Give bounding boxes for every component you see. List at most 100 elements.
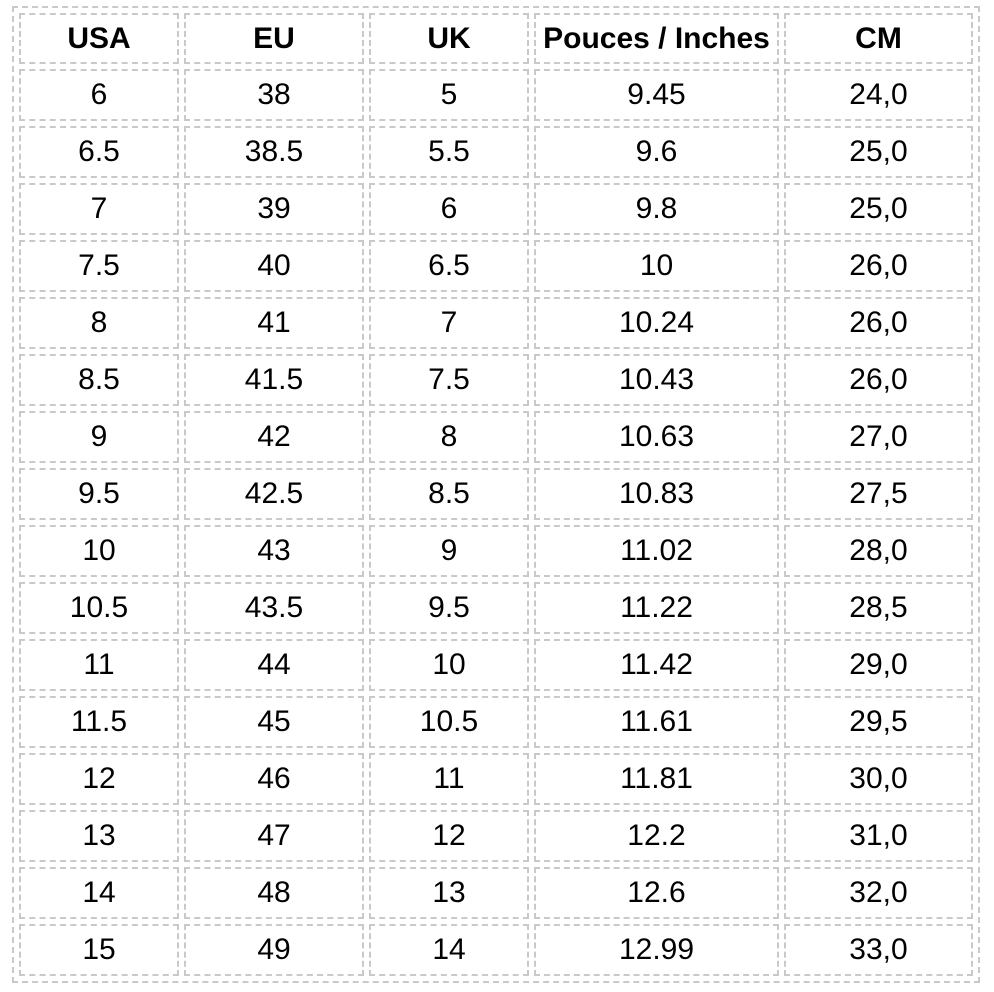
cell-eu: 45: [184, 696, 364, 748]
cell-cm: 29,0: [784, 639, 973, 691]
cell-eu: 44: [184, 639, 364, 691]
column-header-eu: EU: [184, 13, 364, 64]
cell-eu: 38.5: [184, 126, 364, 178]
header-row: USA EU UK Pouces / Inches CM: [19, 13, 973, 64]
table-row: 11.5 45 10.5 11.61 29,5: [19, 696, 973, 748]
cell-cm: 26,0: [784, 240, 973, 292]
table-row: 10 43 9 11.02 28,0: [19, 525, 973, 577]
cell-cm: 27,5: [784, 468, 973, 520]
cell-inches: 12.99: [534, 924, 779, 976]
cell-cm: 27,0: [784, 411, 973, 463]
cell-inches: 12.2: [534, 810, 779, 862]
table-row: 13 47 12 12.2 31,0: [19, 810, 973, 862]
table-row: 10.5 43.5 9.5 11.22 28,5: [19, 582, 973, 634]
cell-uk: 10: [369, 639, 529, 691]
cell-uk: 5: [369, 69, 529, 121]
cell-inches: 10.63: [534, 411, 779, 463]
cell-usa: 9: [19, 411, 179, 463]
cell-uk: 6: [369, 183, 529, 235]
table-row: 9.5 42.5 8.5 10.83 27,5: [19, 468, 973, 520]
table-row: 8.5 41.5 7.5 10.43 26,0: [19, 354, 973, 406]
cell-eu: 39: [184, 183, 364, 235]
cell-cm: 24,0: [784, 69, 973, 121]
column-header-uk: UK: [369, 13, 529, 64]
cell-uk: 7: [369, 297, 529, 349]
cell-eu: 42.5: [184, 468, 364, 520]
cell-uk: 8.5: [369, 468, 529, 520]
cell-inches: 11.81: [534, 753, 779, 805]
cell-inches: 11.42: [534, 639, 779, 691]
cell-usa: 10.5: [19, 582, 179, 634]
cell-uk: 11: [369, 753, 529, 805]
cell-cm: 26,0: [784, 297, 973, 349]
cell-usa: 7: [19, 183, 179, 235]
cell-inches: 11.02: [534, 525, 779, 577]
cell-uk: 5.5: [369, 126, 529, 178]
table-head: USA EU UK Pouces / Inches CM: [19, 13, 973, 64]
table-row: 7 39 6 9.8 25,0: [19, 183, 973, 235]
cell-usa: 10: [19, 525, 179, 577]
cell-inches: 9.8: [534, 183, 779, 235]
cell-cm: 26,0: [784, 354, 973, 406]
cell-inches: 10.24: [534, 297, 779, 349]
cell-usa: 13: [19, 810, 179, 862]
cell-cm: 25,0: [784, 183, 973, 235]
cell-eu: 43: [184, 525, 364, 577]
cell-usa: 9.5: [19, 468, 179, 520]
cell-usa: 11: [19, 639, 179, 691]
table-row: 14 48 13 12.6 32,0: [19, 867, 973, 919]
cell-inches: 11.22: [534, 582, 779, 634]
table-row: 6.5 38.5 5.5 9.6 25,0: [19, 126, 973, 178]
cell-inches: 12.6: [534, 867, 779, 919]
cell-eu: 38: [184, 69, 364, 121]
column-header-usa: USA: [19, 13, 179, 64]
cell-cm: 25,0: [784, 126, 973, 178]
column-header-inches: Pouces / Inches: [534, 13, 779, 64]
cell-uk: 8: [369, 411, 529, 463]
cell-inches: 10: [534, 240, 779, 292]
cell-eu: 41.5: [184, 354, 364, 406]
cell-uk: 10.5: [369, 696, 529, 748]
cell-uk: 9.5: [369, 582, 529, 634]
cell-usa: 6.5: [19, 126, 179, 178]
cell-cm: 30,0: [784, 753, 973, 805]
cell-uk: 6.5: [369, 240, 529, 292]
cell-eu: 48: [184, 867, 364, 919]
table-row: 15 49 14 12.99 33,0: [19, 924, 973, 976]
cell-eu: 46: [184, 753, 364, 805]
cell-cm: 32,0: [784, 867, 973, 919]
table-row: 9 42 8 10.63 27,0: [19, 411, 973, 463]
cell-usa: 15: [19, 924, 179, 976]
table-row: 8 41 7 10.24 26,0: [19, 297, 973, 349]
cell-uk: 13: [369, 867, 529, 919]
table-row: 7.5 40 6.5 10 26,0: [19, 240, 973, 292]
cell-uk: 9: [369, 525, 529, 577]
cell-inches: 11.61: [534, 696, 779, 748]
cell-cm: 33,0: [784, 924, 973, 976]
cell-inches: 10.43: [534, 354, 779, 406]
cell-eu: 42: [184, 411, 364, 463]
table-row: 6 38 5 9.45 24,0: [19, 69, 973, 121]
cell-uk: 7.5: [369, 354, 529, 406]
cell-usa: 8: [19, 297, 179, 349]
column-header-cm: CM: [784, 13, 973, 64]
cell-uk: 12: [369, 810, 529, 862]
cell-eu: 41: [184, 297, 364, 349]
table-row: 11 44 10 11.42 29,0: [19, 639, 973, 691]
cell-eu: 49: [184, 924, 364, 976]
cell-usa: 12: [19, 753, 179, 805]
cell-inches: 9.45: [534, 69, 779, 121]
table-body: 6 38 5 9.45 24,0 6.5 38.5 5.5 9.6 25,0 7 39 6 9.8 25,0…: [19, 69, 973, 976]
cell-inches: 10.83: [534, 468, 779, 520]
cell-cm: 28,5: [784, 582, 973, 634]
cell-usa: 8.5: [19, 354, 179, 406]
cell-eu: 40: [184, 240, 364, 292]
shoe-size-conversion-table: USA EU UK Pouces / Inches CM 6 38 5 9.45 24,0 6.5…: [12, 6, 980, 983]
table-row: 12 46 11 11.81 30,0: [19, 753, 973, 805]
cell-uk: 14: [369, 924, 529, 976]
cell-usa: 14: [19, 867, 179, 919]
cell-usa: 7.5: [19, 240, 179, 292]
cell-eu: 43.5: [184, 582, 364, 634]
cell-inches: 9.6: [534, 126, 779, 178]
